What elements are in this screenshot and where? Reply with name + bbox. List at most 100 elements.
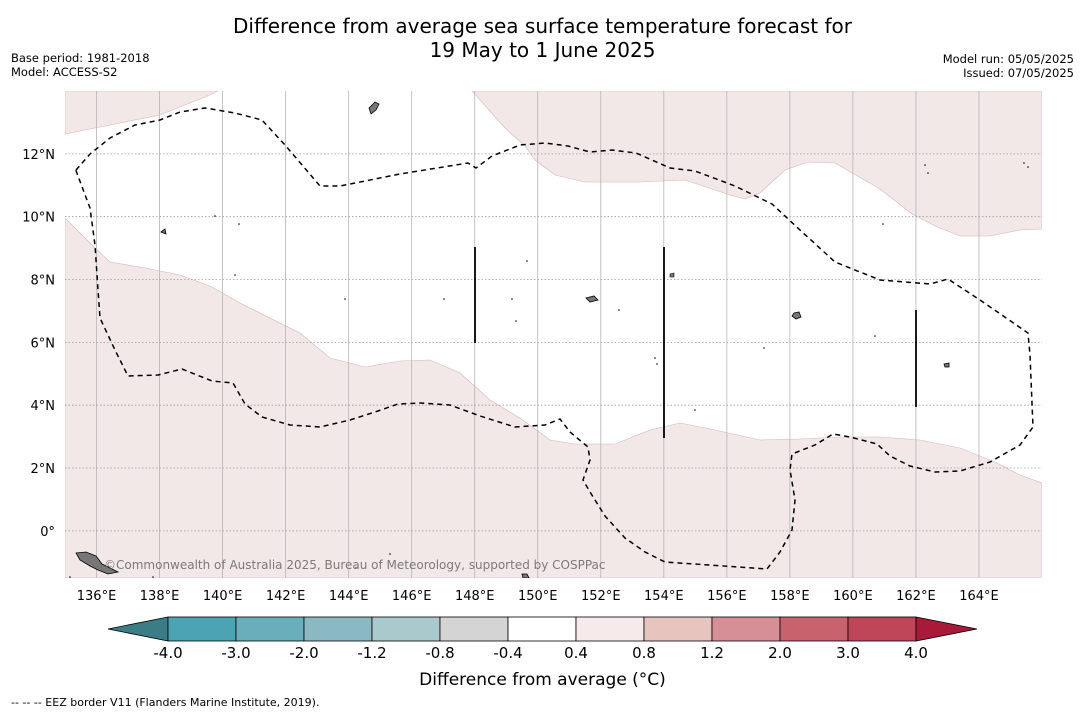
- island-small-1: [669, 272, 675, 278]
- colorbar-tick-label: -3.0: [221, 644, 251, 662]
- warm-region-nw: [65, 91, 219, 135]
- lon-tick-label: 140°E: [203, 589, 243, 604]
- meta-right: Model run: 05/05/2025 Issued: 07/05/2025: [943, 52, 1074, 80]
- map-title: Difference from average sea surface temp…: [0, 14, 1085, 62]
- base-period: Base period: 1981-2018: [11, 51, 150, 65]
- colorbar-segment: [575, 616, 645, 642]
- islet-18: [1023, 162, 1025, 164]
- lon-tick-label: 142°E: [266, 589, 306, 604]
- colorbar-segment: [643, 616, 713, 642]
- islet-8: [515, 320, 517, 322]
- colorbar-extend-low: [107, 616, 169, 642]
- colorbar-tick-label: -2.0: [289, 644, 319, 662]
- colorbar-tick-label: 0.8: [632, 644, 656, 662]
- islands: [69, 101, 1029, 578]
- colorbar-tick-label: 4.0: [904, 644, 928, 662]
- islet-22: [152, 576, 154, 578]
- islet-20: [389, 553, 391, 555]
- lon-tick-label: 144°E: [329, 589, 369, 604]
- lon-tick-label: 158°E: [770, 589, 810, 604]
- islet-4: [344, 298, 346, 300]
- islet-16: [924, 164, 926, 166]
- lon-tick-label: 160°E: [833, 589, 873, 604]
- lon-tick-label: 152°E: [581, 589, 621, 604]
- colorbar-segment: [167, 616, 237, 642]
- islet-9: [618, 309, 620, 311]
- colorbar-tick-label: -0.4: [493, 644, 523, 662]
- copyright-notice: ©Commonwealth of Australia 2025, Bureau …: [104, 558, 606, 572]
- lon-tick-label: 148°E: [455, 589, 495, 604]
- colorbar-tick-label: -4.0: [153, 644, 183, 662]
- colorbar-segment: [303, 616, 373, 642]
- islet-1: [214, 215, 216, 217]
- islet-19: [1027, 166, 1029, 168]
- model-name: Model: ACCESS-S2: [11, 65, 118, 79]
- colorbar-tick-label: -0.8: [425, 644, 455, 662]
- meta-left: Base period: 1981-2018 Model: ACCESS-S2: [11, 51, 150, 79]
- islet-14: [882, 223, 884, 225]
- lon-tick-label: 150°E: [518, 589, 558, 604]
- islet-12: [694, 409, 696, 411]
- island-chuuk: [585, 295, 599, 303]
- lon-tick-label: 154°E: [644, 589, 684, 604]
- colorbar-tick-label: 0.4: [564, 644, 588, 662]
- lat-tick-label: 8°N: [31, 274, 56, 289]
- colorbar-segment: [847, 616, 917, 642]
- eez-borders: [74, 107, 1034, 570]
- lon-tick-label: 156°E: [707, 589, 747, 604]
- island-new-guinea-north: [75, 551, 120, 575]
- island-guam: [368, 101, 380, 115]
- title-line-1: Difference from average sea surface temp…: [232, 14, 852, 38]
- axis-labels: 136°E 138°E 140°E 142°E 144°E 146°E 148°E 150°E…: [22, 148, 999, 604]
- issued-date: Issued: 07/05/2025: [963, 66, 1074, 80]
- title-line-2: 19 May to 1 June 2025: [429, 38, 656, 62]
- colorbar-segment: [371, 616, 441, 642]
- warm-region-ne: [471, 91, 1042, 237]
- lat-tick-label: 0°: [40, 525, 55, 540]
- eez-dashed-border: [74, 107, 1034, 570]
- colorbar: [107, 616, 978, 642]
- colorbar-extend-high: [915, 616, 978, 642]
- colorbar-title: Difference from average (°C): [419, 670, 666, 690]
- lon-tick-label: 164°E: [959, 589, 999, 604]
- colorbar-tick-label: -1.2: [357, 644, 387, 662]
- islet-5: [443, 298, 445, 300]
- model-run: Model run: 05/05/2025: [942, 52, 1074, 66]
- eez-legend-note: -- -- -- EEZ border V11 (Flanders Marine…: [11, 696, 320, 709]
- warm-region-south: [65, 217, 1042, 578]
- colorbar-segment: [235, 616, 305, 642]
- islet-6: [526, 260, 528, 262]
- island-yap: [160, 228, 167, 235]
- island-manus: [521, 573, 530, 578]
- lat-tick-label: 10°N: [22, 211, 55, 226]
- colorbar-tick-label: 1.2: [700, 644, 724, 662]
- colorbar-segment: [711, 616, 781, 642]
- lon-tick-label: 146°E: [392, 589, 432, 604]
- islet-10: [654, 357, 656, 359]
- colorbar-tick-label: 2.0: [768, 644, 792, 662]
- islet-17: [927, 172, 929, 174]
- islet-11: [656, 363, 658, 365]
- island-kosrae: [943, 362, 950, 368]
- anomaly-fill-layer: [65, 91, 1042, 578]
- lat-tick-label: 2°N: [31, 462, 56, 477]
- lat-tick-label: 4°N: [31, 399, 56, 414]
- gridlines: [65, 91, 1042, 578]
- colorbar-tick-label: 3.0: [836, 644, 860, 662]
- islet-13: [763, 347, 765, 349]
- colorbar-segment: [779, 616, 849, 642]
- islet-15: [874, 335, 876, 337]
- lon-tick-label: 136°E: [77, 589, 117, 604]
- colorbar-segment: [507, 616, 577, 642]
- islet-23: [69, 576, 71, 578]
- colorbar-segment: [439, 616, 509, 642]
- island-pohnpei: [791, 311, 802, 320]
- lat-tick-label: 12°N: [22, 148, 55, 163]
- lon-tick-label: 138°E: [140, 589, 180, 604]
- islet-7: [511, 298, 513, 300]
- islet-21: [355, 567, 357, 569]
- lat-tick-label: 6°N: [31, 336, 56, 351]
- islet-3: [234, 274, 236, 276]
- lon-tick-label: 162°E: [896, 589, 936, 604]
